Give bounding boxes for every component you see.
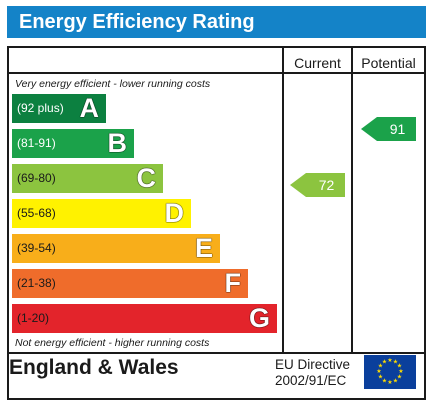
band-g-range: (1-20): [17, 311, 50, 325]
eu-flag-icon: ★ ★ ★ ★ ★ ★ ★ ★ ★ ★ ★ ★: [364, 355, 416, 389]
band-a-letter: A: [79, 93, 100, 123]
page-title: Energy Efficiency Rating: [19, 11, 255, 33]
band-d-letter: D: [164, 198, 185, 228]
band-f-letter: F: [224, 268, 242, 298]
band-f: (21-38) F: [12, 268, 248, 298]
band-c: (69-80) C: [12, 163, 163, 193]
eu-directive: EU Directive 2002/91/EC: [275, 357, 350, 389]
current-column-header: Current: [294, 55, 341, 71]
svg-text:★: ★: [378, 374, 383, 381]
svg-text:★: ★: [382, 378, 387, 385]
band-e: (39-54) E: [12, 233, 220, 263]
svg-text:★: ★: [393, 359, 398, 366]
svg-text:★: ★: [397, 374, 402, 381]
svg-text:★: ★: [378, 363, 383, 370]
band-d-range: (55-68): [17, 206, 56, 220]
svg-text:★: ★: [393, 378, 398, 385]
svg-text:★: ★: [382, 359, 387, 366]
header-row-divider: [9, 72, 424, 74]
eu-flag-stars: ★ ★ ★ ★ ★ ★ ★ ★ ★ ★ ★ ★: [376, 357, 403, 386]
potential-arrow-shape: [361, 117, 416, 141]
band-e-range: (39-54): [17, 241, 56, 255]
band-b-letter: B: [107, 128, 128, 158]
directive-line-2: 2002/91/EC: [275, 373, 347, 388]
potential-rating-value: 91: [389, 121, 406, 137]
band-c-range: (69-80): [17, 171, 56, 185]
band-g: (1-20) G: [12, 303, 277, 333]
potential-rating-arrow: 91: [361, 117, 416, 141]
svg-text:★: ★: [376, 368, 381, 375]
bottom-efficiency-note: Not energy efficient - higher running co…: [15, 337, 210, 349]
current-rating-value: 72: [318, 177, 335, 193]
svg-text:★: ★: [398, 368, 403, 375]
column-divider-potential: [351, 48, 353, 354]
top-efficiency-note: Very energy efficient - lower running co…: [15, 78, 211, 90]
band-b: (81-91) B: [12, 128, 134, 158]
potential-column-header: Potential: [361, 55, 416, 71]
header-bar: Energy Efficiency Rating: [7, 6, 426, 38]
band-a-range: (92 plus): [17, 101, 64, 115]
band-c-letter: C: [136, 163, 157, 193]
current-rating-arrow: 72: [290, 173, 345, 197]
current-arrow-shape: [290, 173, 345, 197]
band-f-range: (21-38): [17, 276, 56, 290]
band-d: (55-68) D: [12, 198, 191, 228]
svg-text:★: ★: [387, 379, 392, 386]
band-a: (92 plus) A: [12, 93, 106, 123]
band-g-letter: G: [248, 303, 270, 333]
rating-frame: Current Potential Very energy efficient …: [7, 46, 426, 400]
column-divider-current: [282, 48, 284, 354]
svg-text:★: ★: [387, 357, 392, 364]
footer-divider: [9, 352, 424, 354]
svg-text:★: ★: [397, 363, 402, 370]
band-b-range: (81-91): [17, 136, 56, 150]
band-e-letter: E: [194, 233, 213, 263]
region-label: England & Wales: [9, 356, 179, 379]
directive-line-1: EU Directive: [275, 357, 351, 372]
